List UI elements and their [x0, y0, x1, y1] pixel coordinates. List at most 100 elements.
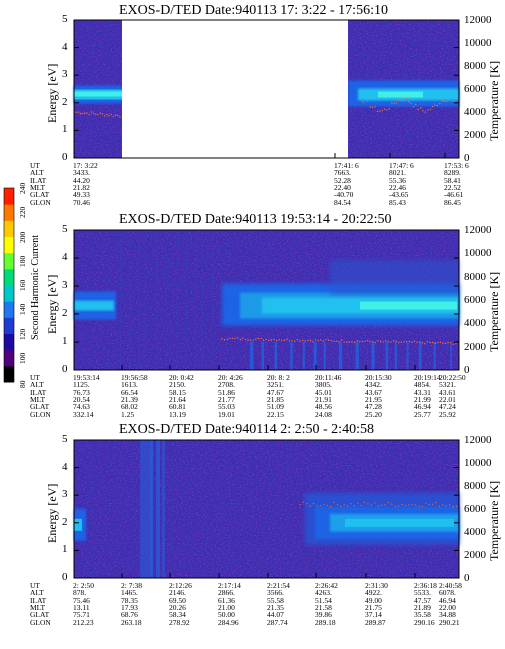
- y-tick-label-left: 3: [62, 488, 68, 501]
- temperature-point: [247, 339, 249, 341]
- vertical-streak: [129, 230, 131, 370]
- temperature-point: [291, 340, 293, 342]
- colorbar-tick-label: 180: [18, 255, 27, 267]
- emission-band-peak: [378, 91, 423, 98]
- orbit-value: 5533.: [414, 588, 431, 598]
- temperature-point: [386, 109, 388, 111]
- temperature-point: [408, 340, 410, 343]
- orbit-row-label: MLT: [30, 602, 46, 612]
- vertical-streak: [162, 440, 165, 578]
- temperature-point: [283, 339, 286, 341]
- temperature-point: [366, 339, 369, 342]
- y-tick-label-right: 8000: [464, 60, 486, 72]
- panel-3: [73, 439, 460, 579]
- temperature-point: [229, 337, 231, 339]
- temperature-point: [320, 339, 322, 341]
- temperature-point: [299, 504, 301, 506]
- orbit-value: 70.46: [73, 197, 90, 207]
- orbit-value: 86.45: [444, 197, 461, 207]
- orbit-value: 22.01: [439, 394, 456, 404]
- temperature-point: [411, 503, 413, 505]
- vertical-streak: [176, 230, 178, 370]
- vertical-streak: [371, 342, 375, 370]
- temperature-point: [379, 340, 382, 343]
- temperature-point: [398, 99, 400, 101]
- vertical-streak: [302, 342, 305, 370]
- temperature-point: [309, 505, 311, 507]
- orbit-value: 74.63: [73, 402, 90, 412]
- vertical-streak: [156, 230, 158, 370]
- temperature-point: [84, 112, 86, 114]
- temperature-point: [416, 341, 418, 343]
- vertical-streak: [120, 230, 122, 370]
- orbit-row-label: UT: [30, 373, 40, 382]
- orbit-value: 20: 0:42: [169, 373, 194, 382]
- orbit-value: 20:15:30: [365, 373, 392, 382]
- orbit-value: 55.03: [218, 402, 235, 412]
- colorbar-swatch: [4, 317, 14, 334]
- orbit-value: 58.15: [169, 387, 186, 397]
- temperature-point: [299, 340, 301, 342]
- temperature-point: [431, 341, 434, 344]
- temperature-point: [317, 339, 319, 342]
- temperature-point: [445, 505, 447, 507]
- orbit-value: 76.73: [73, 387, 90, 397]
- orbit-value: 4854.: [414, 380, 431, 390]
- plot-frame: [73, 19, 460, 159]
- colorbar-label: Second Harmonic Current: [30, 235, 41, 340]
- temperature-point: [425, 502, 427, 504]
- vertical-streak: [274, 342, 277, 370]
- orbit-value: 2708.: [218, 380, 235, 390]
- temperature-point: [422, 110, 424, 112]
- temperature-point: [108, 115, 110, 117]
- orbit-value: 22.46: [389, 182, 406, 192]
- temperature-point: [112, 115, 115, 118]
- vertical-streak: [450, 342, 452, 370]
- colorbar-swatch: [4, 365, 14, 383]
- temperature-point: [400, 341, 403, 343]
- vertical-streak: [195, 230, 197, 370]
- orbit-value: 278.92: [169, 617, 190, 627]
- y-axis-label-right: Temperature [K]: [487, 271, 501, 352]
- vertical-streak: [338, 342, 343, 370]
- orbit-value: 1.25: [121, 409, 135, 419]
- orbit-value: 2146.: [169, 588, 186, 598]
- y-tick-label-right: 0: [464, 152, 470, 164]
- colorbar-tick-label: 220: [18, 207, 27, 219]
- colorbar-frame: [3, 187, 15, 383]
- spectrogram-panels: [73, 19, 460, 579]
- data-gap: [122, 20, 348, 158]
- temperature-point: [429, 109, 431, 111]
- temperature-point: [81, 112, 84, 115]
- temperature-point: [427, 109, 429, 111]
- temperature-point: [446, 100, 448, 103]
- y-tick-label-left: 3: [62, 279, 68, 291]
- temperature-point: [306, 503, 308, 505]
- temperature-point: [453, 100, 455, 103]
- orbit-value: 5321.: [439, 380, 456, 390]
- orbit-value: 21.77: [218, 394, 235, 404]
- orbit-row-label: ALT: [30, 588, 44, 598]
- orbit-value: 2:21:54: [267, 581, 290, 590]
- orbit-row-label: ALT: [30, 380, 44, 390]
- orbit-value: 20:11:46: [315, 373, 342, 382]
- orbit-value: 878.: [73, 588, 87, 598]
- orbit-value: 25.20: [365, 409, 382, 419]
- orbit-value: 85.43: [389, 197, 406, 207]
- orbit-value: 19:53:14: [73, 373, 100, 382]
- orbit-value: 45.01: [315, 387, 332, 397]
- orbit-value: -43.65: [389, 190, 409, 200]
- temperature-point: [385, 340, 387, 342]
- temperature-point: [401, 503, 403, 506]
- vertical-streak: [250, 342, 254, 370]
- orbit-row-label: UT: [30, 581, 40, 590]
- temperature-point: [268, 339, 270, 342]
- orbit-value: 1465.: [121, 588, 138, 598]
- temperature-point: [376, 110, 379, 113]
- temperature-point: [114, 114, 117, 116]
- temperature-point: [451, 99, 453, 101]
- temperature-point: [447, 341, 449, 344]
- temperature-point: [325, 339, 327, 341]
- orbit-value: 52.28: [334, 175, 351, 185]
- chart-title: EXOS-D/TED Date:940113 19:53:14 - 20:22:…: [119, 212, 392, 227]
